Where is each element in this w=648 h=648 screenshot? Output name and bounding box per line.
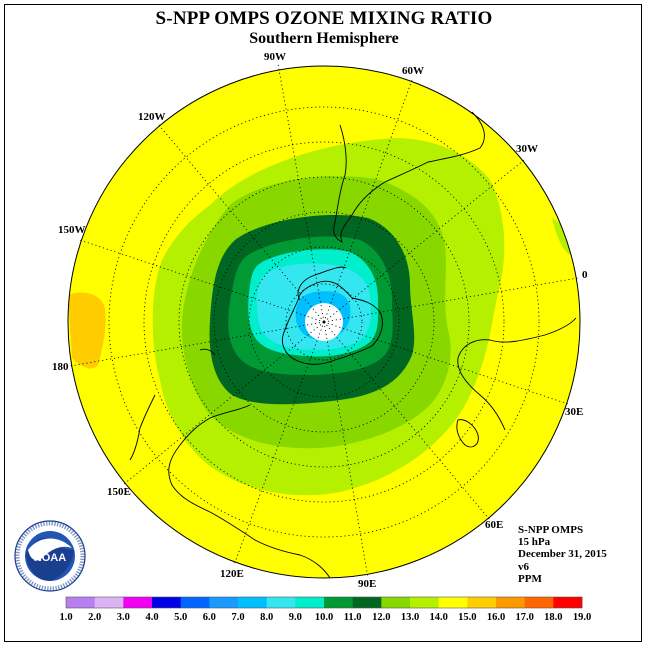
- info-units: PPM: [518, 572, 542, 585]
- colorbar-swatch: [381, 597, 411, 608]
- lon-label-180: 180: [52, 361, 69, 373]
- colorbar-swatch: [553, 597, 583, 608]
- colorbar-swatch: [324, 597, 354, 608]
- south-pole-marker: [322, 320, 326, 324]
- colorbar-swatch: [123, 597, 153, 608]
- colorbar-swatch: [66, 597, 96, 608]
- colorbar-border: [65, 596, 583, 609]
- coast-new-zealand: [129, 394, 156, 461]
- colorbar: 1.0 2.0 3.0 4.0 5.0 6.0 7.0 8.0 9.0 10.0 11.0 12.0 1…: [59, 596, 591, 623]
- lon-label-150w: 150W: [58, 224, 86, 236]
- map-subtitle: Southern Hemisphere: [249, 30, 399, 47]
- noaa-logo-text: NOAA: [34, 552, 66, 564]
- longitude-labels: 90W 60W 30W 0 30E 60E 90E 120E 150E 180 …: [52, 51, 588, 590]
- lon-label-0: 0: [582, 269, 588, 281]
- colorbar-swatch: [352, 597, 382, 608]
- colorbar-tick-label: 7.0: [231, 612, 244, 623]
- colorbar-tick-label: 13.0: [401, 612, 419, 623]
- info-level: 15 hPa: [518, 536, 551, 549]
- colorbar-tick-label: 3.0: [117, 612, 130, 623]
- colorbar-swatch: [180, 597, 210, 608]
- coastlines: [129, 111, 577, 579]
- colorbar-tick-label: 1.0: [59, 612, 72, 623]
- info-panel: S-NPP OMPS 15 hPa December 31, 2015 v6 P…: [518, 524, 607, 585]
- coast-africa: [457, 317, 577, 431]
- lon-label-90e: 90E: [358, 578, 376, 590]
- ozone-field: [68, 66, 580, 578]
- lon-label-30e: 30E: [565, 406, 583, 418]
- field-15-16: [68, 292, 106, 369]
- colorbar-swatch: [152, 597, 182, 608]
- colorbar-tick-label: 10.0: [315, 612, 333, 623]
- map-title: S-NPP OMPS OZONE MIXING RATIO: [155, 8, 493, 29]
- coast-ross-detail: [199, 348, 216, 356]
- colorbar-swatch: [295, 597, 325, 608]
- colorbar-swatch: [94, 597, 124, 608]
- colorbar-swatch: [266, 597, 296, 608]
- colorbar-swatch: [238, 597, 268, 608]
- graticule: [69, 63, 579, 579]
- map-boundary: [67, 65, 581, 579]
- colorbar-swatch: [410, 597, 440, 608]
- lon-label-120e: 120E: [220, 568, 244, 580]
- colorbar-swatch: [467, 597, 497, 608]
- colorbar-tick-label: 11.0: [344, 612, 362, 623]
- field-13-14-edge: [552, 218, 571, 255]
- colorbar-tick-label: 9.0: [289, 612, 302, 623]
- info-version: v6: [518, 560, 529, 573]
- coast-madagascar: [456, 419, 479, 448]
- colorbar-tick-label: 8.0: [260, 612, 273, 623]
- colorbar-swatch: [524, 597, 554, 608]
- colorbar-tick-label: 14.0: [429, 612, 447, 623]
- info-date: December 31, 2015: [518, 548, 607, 561]
- lon-label-150e: 150E: [107, 486, 131, 498]
- colorbar-tick-label: 15.0: [458, 612, 476, 623]
- colorbar-tick-label: 6.0: [203, 612, 216, 623]
- colorbar-swatch: [209, 597, 239, 608]
- lon-label-120w: 120W: [138, 111, 166, 123]
- lon-label-60w: 60W: [402, 65, 424, 77]
- colorbar-tick-label: 2.0: [88, 612, 101, 623]
- colorbar-tick-label: 19.0: [573, 612, 591, 623]
- colorbar-tick-label: 18.0: [544, 612, 562, 623]
- lon-label-90w: 90W: [264, 51, 286, 63]
- info-instrument: S-NPP OMPS: [518, 524, 584, 536]
- colorbar-swatch: [438, 597, 468, 608]
- coast-antarctica: [281, 280, 383, 365]
- colorbar-swatch: [496, 597, 526, 608]
- colorbar-tick-label: 12.0: [372, 612, 390, 623]
- colorbar-tick-label: 4.0: [145, 612, 158, 623]
- coast-south-america: [333, 111, 485, 243]
- noaa-logo: NOAA: [14, 520, 86, 592]
- colorbar-tick-label: 17.0: [515, 612, 533, 623]
- colorbar-tick-label: 5.0: [174, 612, 187, 623]
- colorbar-tick-label: 16.0: [487, 612, 505, 623]
- lon-label-60e: 60E: [485, 519, 503, 531]
- lon-label-30w: 30W: [516, 143, 538, 155]
- coast-australia: [168, 404, 331, 579]
- coast-antarctic-peninsula: [297, 266, 347, 301]
- plot-frame: [4, 4, 642, 642]
